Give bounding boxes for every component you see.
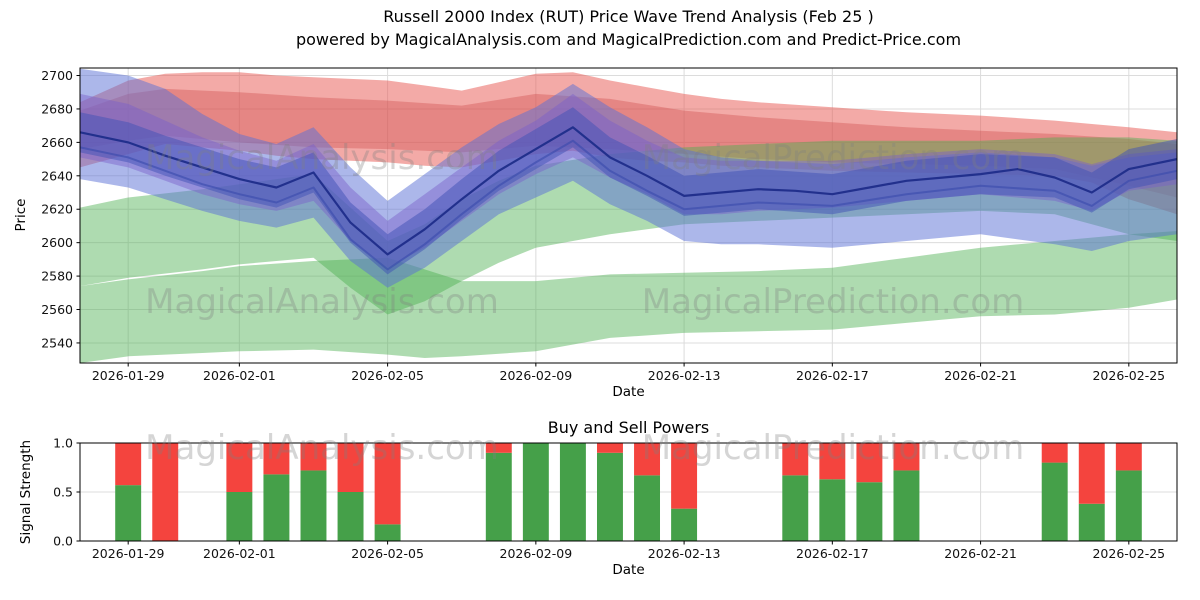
signal-chart-x-tick-label: 2026-02-21	[944, 546, 1017, 561]
price-chart-x-tick-label: 2026-02-21	[944, 368, 1017, 383]
sell-power-bar	[300, 443, 327, 471]
sell-power-bar	[226, 443, 253, 492]
sell-power-bar	[1041, 443, 1068, 463]
sell-power-bar	[596, 443, 623, 453]
signal-chart-y-tick-label: 0.5	[53, 485, 73, 500]
signal-chart-x-tick-label: 2026-02-05	[351, 546, 424, 561]
signal-chart-tick-labels: 2026-01-29 2026-02-01 2026-02-05 2026-02-09…	[53, 436, 1165, 562]
sell-power-bar	[337, 443, 364, 492]
sell-power-bar	[374, 443, 401, 525]
sell-power-bar	[1115, 443, 1142, 471]
price-chart-tick-labels: 2026-01-29 2026-02-01 2026-02-05 2026-02-09…	[41, 68, 1165, 383]
buy-power-bar	[337, 492, 364, 541]
watermark-text: MagicalAnalysis.com	[145, 282, 499, 322]
sell-power-bar	[782, 443, 809, 476]
buy-power-bar	[559, 443, 586, 541]
sell-power-bar	[263, 443, 290, 475]
sell-power-bar	[893, 443, 920, 471]
signal-chart-x-tick-label: 2026-01-29	[92, 546, 165, 561]
buy-power-bar	[1115, 470, 1142, 541]
buy-power-bar	[596, 452, 623, 541]
sell-power-bar	[152, 443, 179, 541]
date-axis-label-bottom: Date	[612, 562, 645, 578]
watermarks: MagicalAnalysis.com MagicalPrediction.com…	[145, 138, 1024, 468]
buy-power-bar	[226, 492, 253, 541]
buy-power-bar	[374, 524, 401, 541]
date-axis-label-top: Date	[612, 384, 645, 400]
trend-line-secondary	[80, 139, 1177, 271]
price-wave-bands	[80, 68, 1177, 363]
sell-power-bar	[671, 443, 698, 509]
buy-power-bar	[522, 443, 549, 541]
watermark-text: MagicalAnalysis.com	[145, 428, 499, 468]
sell-power-bar	[1078, 443, 1105, 504]
signal-chart-x-tick-label: 2026-02-13	[648, 546, 721, 561]
price-axis-label: Price	[13, 198, 29, 232]
signal-chart-y-tick-label: 0.0	[53, 534, 73, 549]
buy-power-bar	[782, 475, 809, 541]
trend-line-primary	[80, 126, 1177, 256]
buy-power-bar	[263, 474, 290, 541]
watermark-text: MagicalPrediction.com	[642, 138, 1025, 178]
price-chart-x-tick-label: 2026-02-05	[351, 368, 424, 383]
price-chart-y-tick-label: 2580	[41, 269, 73, 284]
sell-power-bar	[115, 443, 142, 486]
buy-power-bar	[856, 482, 883, 541]
price-chart-x-tick-label: 2026-02-25	[1092, 368, 1165, 383]
price-chart-y-tick-label: 2680	[41, 101, 73, 116]
price-chart-y-tick-label: 2700	[41, 68, 73, 83]
page-title: Russell 2000 Index (RUT) Price Wave Tren…	[383, 7, 874, 26]
buy-power-bar	[1041, 462, 1068, 541]
signal-chart-y-tick-label: 1.0	[53, 436, 73, 451]
support-green-lower-band	[80, 231, 1177, 363]
buy-power-bar	[893, 470, 920, 541]
buy-power-bar	[115, 485, 142, 541]
watermark-text: MagicalPrediction.com	[642, 282, 1025, 322]
watermark-text: MagicalPrediction.com	[642, 428, 1025, 468]
buy-power-bar	[1078, 503, 1105, 541]
price-chart-x-tick-label: 2026-02-17	[796, 368, 869, 383]
price-chart-y-tick-label: 2640	[41, 168, 73, 183]
price-chart-axes-frame	[79, 67, 1178, 364]
buy-power-bar	[300, 470, 327, 541]
page-subtitle: powered by MagicalAnalysis.com and Magic…	[295, 30, 962, 49]
buy-power-bar	[671, 508, 698, 541]
price-chart-x-tick-label: 2026-02-01	[203, 368, 276, 383]
buy-power-bar	[634, 475, 661, 541]
signal-chart-x-tick-label: 2026-02-01	[203, 546, 276, 561]
buy-sell-powers-title: Buy and Sell Powers	[547, 418, 710, 437]
price-chart-y-tick-label: 2600	[41, 235, 73, 250]
sell-power-bar	[485, 443, 512, 453]
buy-power-bar	[485, 452, 512, 541]
price-chart-x-tick-label: 2026-02-09	[500, 368, 573, 383]
sell-power-bar	[634, 443, 661, 476]
wave-core-band	[80, 107, 1177, 275]
sell-power-bar	[819, 443, 846, 480]
price-chart-y-tick-label: 2660	[41, 135, 73, 150]
sell-power-bar	[856, 443, 883, 483]
signal-chart-x-tick-label: 2026-02-17	[796, 546, 869, 561]
signal-chart-x-tick-label: 2026-02-25	[1092, 546, 1165, 561]
signal-strength-axis-label: Signal Strength	[18, 439, 34, 545]
buy-power-bar	[819, 479, 846, 541]
price-chart-x-tick-label: 2026-01-29	[92, 368, 165, 383]
buy-sell-bars	[115, 443, 1142, 541]
price-chart-y-tick-label: 2540	[41, 335, 73, 350]
price-chart-y-tick-label: 2560	[41, 302, 73, 317]
signal-chart-x-tick-label: 2026-02-09	[500, 546, 573, 561]
watermark-text: MagicalAnalysis.com	[145, 138, 499, 178]
price-chart-y-tick-label: 2620	[41, 202, 73, 217]
price-chart-x-tick-label: 2026-02-13	[648, 368, 721, 383]
